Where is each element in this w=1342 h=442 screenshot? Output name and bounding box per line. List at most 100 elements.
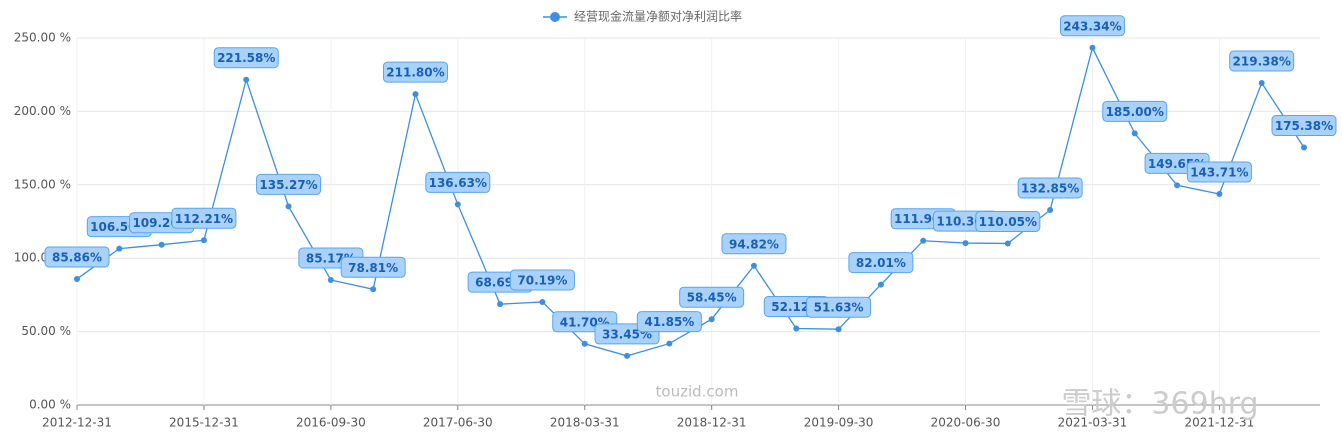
point	[200, 237, 207, 244]
x-tick-label: 2018-12-31	[677, 416, 747, 430]
value-label-text: 82.01%	[856, 256, 906, 270]
watermark: 雪球：369hrg	[1061, 387, 1258, 422]
value-label-box	[256, 173, 322, 195]
value-label: 78.81%	[340, 256, 406, 278]
value-label: 82.01%	[848, 252, 914, 274]
value-label: 136.63%	[425, 171, 491, 193]
value-label: 211.80%	[382, 61, 448, 83]
value-label-text: 211.80%	[386, 66, 444, 80]
value-label-text: 185.00%	[1106, 105, 1164, 119]
point	[539, 298, 546, 305]
x-tick-label: 2012-12-31	[42, 416, 112, 430]
y-tick-label: 250.00 %	[14, 31, 71, 45]
point	[412, 91, 419, 98]
value-label-text: 136.63%	[429, 176, 487, 190]
value-label-box	[848, 252, 914, 274]
value-label: 143.71%	[1186, 161, 1252, 183]
value-label-text: 51.63%	[814, 301, 864, 315]
value-label: 112.21%	[171, 207, 237, 229]
point	[1216, 191, 1223, 198]
value-label-box	[340, 256, 406, 278]
value-label: 185.00%	[1102, 100, 1168, 122]
value-label: 94.82%	[721, 233, 787, 255]
x-tick-label: 2019-09-30	[804, 416, 874, 430]
x-tick-label: 2021-12-31	[1185, 416, 1255, 430]
value-label: 243.34%	[1059, 15, 1125, 37]
value-label-text: 94.82%	[729, 237, 779, 251]
point	[74, 275, 80, 282]
point	[624, 352, 631, 359]
x-tick-label: 2016-09-30	[296, 416, 366, 430]
value-label: 221.58%	[213, 47, 279, 69]
x-tick-label: 2017-06-30	[423, 416, 493, 430]
value-label-text: 175.38%	[1275, 119, 1333, 133]
value-label-text: 112.21%	[175, 212, 233, 226]
point	[158, 241, 165, 248]
point	[835, 326, 842, 333]
value-label-box	[636, 311, 702, 333]
point	[1174, 182, 1181, 189]
value-label-text: 132.85%	[1021, 181, 1079, 195]
value-label-box	[1229, 50, 1295, 72]
point	[793, 325, 800, 332]
value-label: 219.38%	[1229, 50, 1295, 72]
point	[962, 240, 969, 247]
value-label: 135.27%	[256, 173, 322, 195]
value-label: 58.45%	[679, 286, 745, 308]
value-label-text: 110.05%	[979, 215, 1037, 229]
value-label-box	[806, 296, 872, 318]
value-label-box	[213, 47, 279, 69]
value-label-text: 41.85%	[644, 315, 694, 329]
value-label-box	[44, 246, 110, 268]
value-label-text: 221.58%	[217, 51, 275, 65]
point	[285, 203, 292, 210]
value-label-box	[382, 61, 448, 83]
value-label-text: 85.86%	[52, 250, 102, 264]
value-label-box	[721, 233, 787, 255]
point	[243, 76, 250, 83]
x-tick-label: 2018-03-31	[550, 416, 620, 430]
watermark: touzid.com	[656, 383, 739, 401]
value-label-box	[1186, 161, 1252, 183]
value-label-box	[1102, 100, 1168, 122]
point	[327, 276, 334, 283]
value-label: 51.63%	[806, 296, 872, 318]
value-label-box	[679, 286, 745, 308]
point	[497, 301, 504, 308]
value-label: 132.85%	[1017, 177, 1083, 199]
value-label-box	[171, 207, 237, 229]
value-label-text: 219.38%	[1233, 54, 1291, 68]
x-tick-label: 2015-12-31	[169, 416, 239, 430]
series-line	[76, 45, 1305, 357]
value-label-text: 143.71%	[1190, 166, 1248, 180]
value-label-text: 70.19%	[517, 273, 567, 287]
value-label-box	[1271, 115, 1337, 137]
value-label-text: 78.81%	[348, 261, 398, 275]
point	[1047, 206, 1054, 213]
point	[454, 201, 461, 208]
point	[708, 316, 715, 323]
value-label-box	[1059, 15, 1125, 37]
point	[1089, 44, 1096, 51]
value-label-text: 58.45%	[687, 291, 737, 305]
value-label: 70.19%	[509, 269, 575, 291]
y-tick-label: 0.00 %	[29, 398, 71, 412]
value-label-text: 243.34%	[1063, 19, 1121, 33]
legend-label: 经营现金流量净额对净利润比率	[574, 9, 742, 24]
y-tick-label: 50.00 %	[21, 324, 71, 338]
value-label: 85.86%	[44, 246, 110, 268]
point	[750, 262, 757, 269]
value-label-box	[975, 210, 1041, 232]
y-tick-label: 150.00 %	[14, 177, 71, 191]
value-label-box	[425, 171, 491, 193]
legend-marker	[550, 12, 560, 22]
x-tick-label: 2021-03-31	[1058, 416, 1128, 430]
point	[920, 237, 927, 244]
y-tick-label: 200.00 %	[14, 104, 71, 118]
x-tick-label: 2020-06-30	[931, 416, 1001, 430]
point	[581, 340, 588, 347]
point	[1301, 144, 1307, 151]
point	[666, 340, 673, 347]
value-label: 110.05%	[975, 210, 1041, 232]
